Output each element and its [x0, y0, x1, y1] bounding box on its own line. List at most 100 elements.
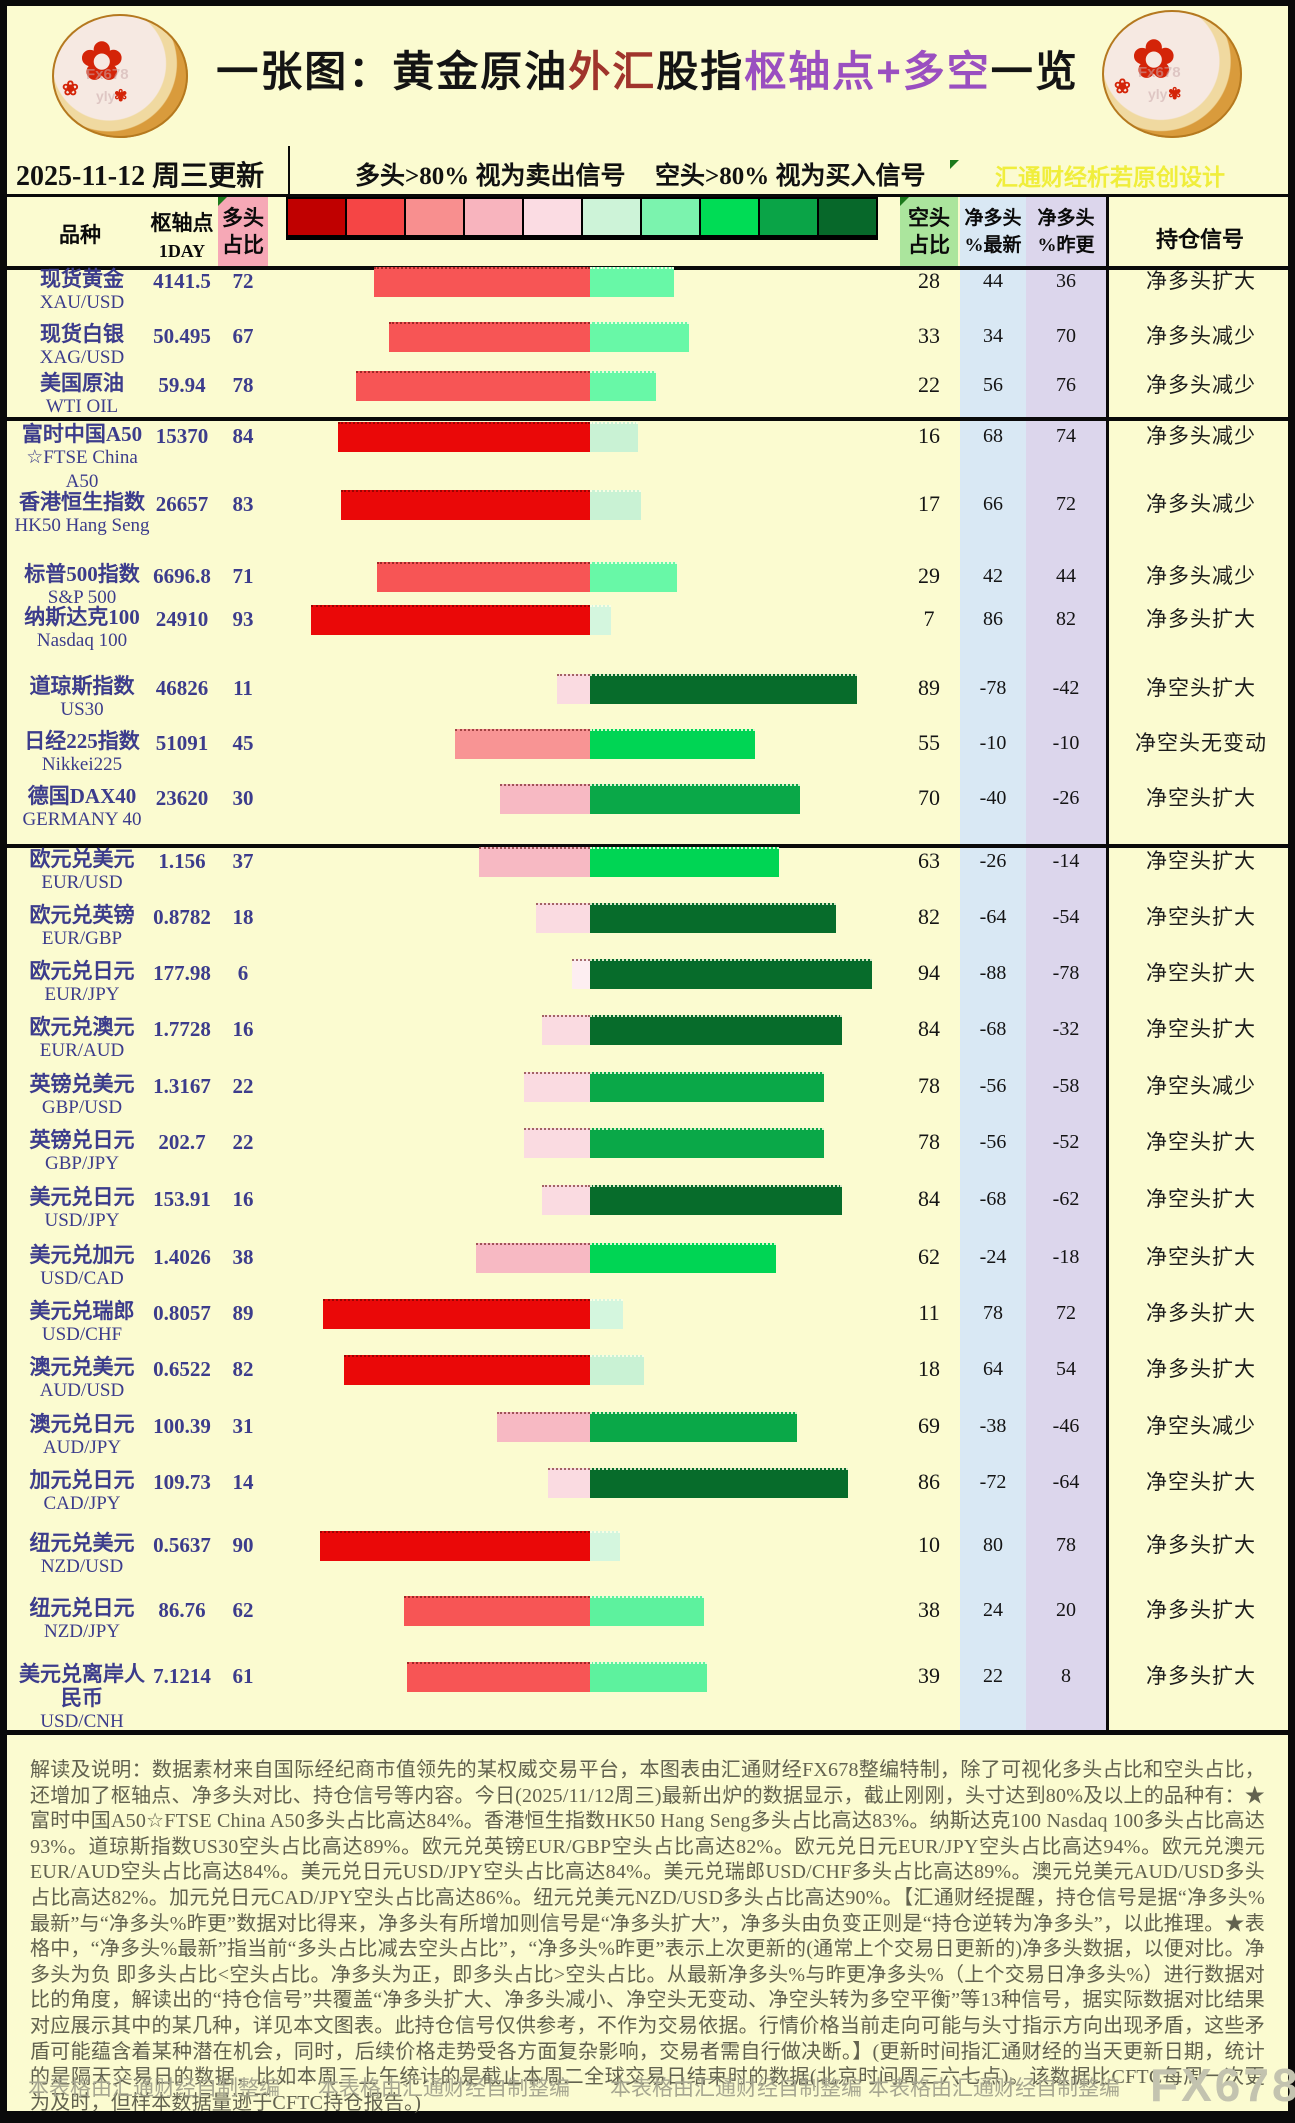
instrument-symbol: Nasdaq 100 [36, 630, 128, 651]
short-bar [590, 1128, 824, 1158]
instrument-name: 富时中国A50 ☆FTSE China A50 [12, 422, 152, 494]
net-latest-value: 68 [983, 425, 1003, 447]
brand-logo-right: ✿ ❀ ✾ Fx678 yly [1102, 10, 1242, 138]
net-latest-value: 34 [983, 325, 1003, 347]
net-latest-value: 22 [983, 1665, 1003, 1687]
position-signal: 净空头扩大 [1146, 786, 1256, 810]
instrument-name: 香港恒生指数 HK50 Hang Seng [12, 490, 152, 538]
long-signal-hint: 多头>80% 视为卖出信号 [355, 163, 626, 190]
long-bar [536, 903, 590, 933]
long-pct-value: 82 [232, 1357, 254, 1381]
long-bar [557, 674, 590, 704]
pivot-value: 202.7 [158, 1130, 206, 1154]
net-prev-value: -62 [1052, 1188, 1080, 1210]
position-signal: 净多头扩大 [1146, 269, 1256, 293]
flower-icon: ✿ [1132, 32, 1176, 89]
short-bar [590, 903, 836, 933]
short-pct-value: 16 [918, 423, 940, 448]
long-pct-value: 31 [232, 1414, 254, 1438]
pivot-value: 50.495 [153, 324, 211, 348]
instrument-symbol: ☆FTSE China A50 [26, 447, 138, 492]
pivot-value: 1.3167 [153, 1074, 211, 1098]
instrument-cn-name: 标普500指数 [24, 562, 140, 586]
credit-text: 本表格由汇通财经自制整编 [28, 2076, 280, 2100]
legend-color-cell [701, 199, 760, 235]
position-signal: 净多头减少 [1146, 324, 1256, 348]
comment-marker [900, 197, 909, 206]
pivot-value: 100.39 [153, 1414, 211, 1438]
net-prev-value: 78 [1056, 1534, 1076, 1556]
short-pct-value: 84 [918, 1016, 940, 1041]
column-header-net-latest: 净多头 %最新 [964, 208, 1022, 256]
short-pct-value: 22 [918, 372, 940, 397]
instrument-symbol: XAU/USD [39, 292, 125, 313]
short-bar [590, 674, 857, 704]
short-bar [590, 1299, 623, 1329]
long-pct-value: 14 [232, 1470, 254, 1494]
position-signal: 净空头扩大 [1146, 1187, 1256, 1211]
flower-icon: ✾ [114, 88, 128, 105]
net-latest-value: 44 [983, 270, 1003, 292]
instrument-name: 纳斯达克100 Nasdaq 100 [12, 605, 152, 653]
pivot-value: 0.6522 [153, 1357, 211, 1381]
short-pct-value: 39 [918, 1663, 940, 1688]
long-pct-value: 22 [232, 1074, 254, 1098]
instrument-name: 美元兑瑞郎 USD/CHF [12, 1299, 152, 1347]
net-prev-value: -42 [1052, 677, 1080, 699]
credits-row: 本表格由汇通财经自制整编 本表格由汇通财经自制整编 本表格由汇通财经自制整编 本表格由… [0, 2072, 1295, 2102]
position-signal: 净多头减少 [1146, 373, 1256, 397]
instrument-name: 德国DAX40 GERMANY 40 [12, 784, 152, 832]
short-bar [590, 1662, 707, 1692]
instrument-cn-name: 加元兑日元 [29, 1468, 135, 1492]
pivot-value: 51091 [155, 731, 209, 755]
net-prev-value: 74 [1056, 425, 1076, 447]
pivot-value: 59.94 [158, 373, 206, 397]
instrument-symbol: WTI OIL [45, 396, 119, 417]
position-signal: 净空头减少 [1146, 1074, 1256, 1098]
pivot-value: 0.8057 [153, 1301, 211, 1325]
border-bottom [0, 2111, 1295, 2123]
long-pct-value: 61 [232, 1664, 254, 1688]
instrument-symbol: EUR/AUD [39, 1040, 125, 1061]
net-latest-value: 80 [983, 1534, 1003, 1556]
net-prev-value: -52 [1052, 1131, 1080, 1153]
pivot-value: 153.91 [153, 1187, 211, 1211]
net-latest-value: 86 [983, 608, 1003, 630]
long-bar [356, 371, 590, 401]
position-signal: 净多头减少 [1146, 492, 1256, 516]
position-signal: 净空头扩大 [1146, 961, 1256, 985]
net-prev-value: 54 [1056, 1358, 1076, 1380]
long-pct-value: 89 [232, 1301, 254, 1325]
position-signal: 净空头扩大 [1146, 905, 1256, 929]
legend-color-cell [347, 199, 406, 235]
long-pct-value: 37 [232, 849, 254, 873]
short-pct-value: 62 [918, 1244, 940, 1269]
brand-logo-left: ✿ ❀ ✾ Fx678 yly [52, 14, 188, 138]
instrument-cn-name: 纽元兑美元 [29, 1531, 135, 1555]
title-segment: 枢轴点+多空 [744, 48, 991, 95]
credit-text: 本表格由汇通财经自制整编 [868, 2076, 1120, 2100]
title-segment: 一张图：黄金原油 [216, 48, 569, 95]
flower-icon: ✿ [80, 34, 124, 91]
instrument-cn-name: 美国原油 [40, 371, 124, 395]
long-pct-value: 72 [232, 269, 254, 293]
net-prev-value: 20 [1056, 1599, 1076, 1621]
long-bar [377, 562, 590, 592]
instrument-name: 纽元兑日元 NZD/JPY [12, 1596, 152, 1644]
position-signal: 净多头减少 [1146, 564, 1256, 588]
long-bar [476, 1243, 590, 1273]
net-prev-value: -18 [1052, 1246, 1080, 1268]
column-header-short-pct: 空头 占比 [900, 197, 958, 267]
instrument-name: 道琼斯指数 US30 [12, 674, 152, 722]
net-latest-value: -38 [979, 1415, 1007, 1437]
net-latest-value: -68 [979, 1188, 1007, 1210]
instrument-name: 澳元兑美元 AUD/USD [12, 1355, 152, 1403]
net-prev-value: -54 [1052, 906, 1080, 928]
long-pct-value: 38 [232, 1245, 254, 1269]
legend-color-cell [819, 199, 876, 235]
legend-color-cell [465, 199, 524, 235]
position-signal: 净多头扩大 [1146, 1533, 1256, 1557]
group-separator [0, 417, 1295, 421]
instrument-name: 欧元兑美元 EUR/USD [12, 847, 152, 895]
pivot-value: 26657 [155, 492, 209, 516]
